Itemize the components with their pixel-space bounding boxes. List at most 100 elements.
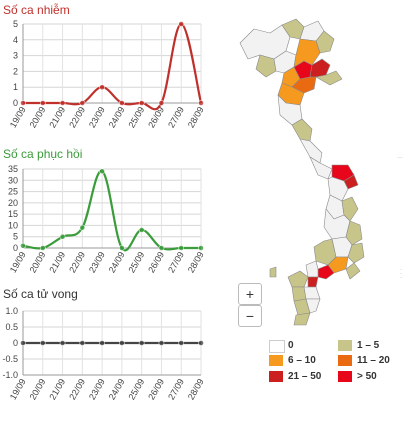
y-tick-label: 1 <box>13 82 18 92</box>
map-region-south-6[interactable] <box>307 276 319 288</box>
map-region-south-8[interactable] <box>303 286 321 300</box>
data-point[interactable] <box>138 100 145 106</box>
map-region-south-4[interactable] <box>305 260 319 278</box>
data-point[interactable] <box>158 340 165 346</box>
y-tick-label: -1.0 <box>2 370 18 380</box>
y-tick-label: 0 <box>13 98 18 108</box>
y-tick-label: 20 <box>8 198 18 208</box>
x-tick-label: 19/09 <box>8 105 28 130</box>
data-point[interactable] <box>99 84 106 91</box>
x-tick-label: 28/09 <box>186 250 206 275</box>
x-tick-label: 27/09 <box>166 377 186 402</box>
x-tick-label: 24/09 <box>107 377 127 402</box>
x-tick-label: 24/09 <box>107 105 127 130</box>
map-region-central-3[interactable] <box>299 138 323 164</box>
data-point[interactable] <box>178 21 185 27</box>
map-region-south-3[interactable] <box>345 262 361 280</box>
map-region-highland-4[interactable] <box>345 220 363 246</box>
y-tick-label: 30 <box>8 175 18 185</box>
x-tick-label: 28/09 <box>186 105 206 130</box>
map-region-north-4[interactable] <box>255 54 277 78</box>
data-point[interactable] <box>118 245 125 251</box>
map-region-camau[interactable] <box>293 312 311 326</box>
data-point[interactable] <box>59 233 66 240</box>
map-region-central-4[interactable] <box>309 156 333 180</box>
y-tick-label: 15 <box>8 209 18 219</box>
data-point[interactable] <box>39 340 46 346</box>
data-point[interactable] <box>118 340 125 346</box>
y-tick-label: 1.0 <box>5 306 18 316</box>
data-point[interactable] <box>178 245 185 251</box>
data-point[interactable] <box>79 100 86 106</box>
data-point[interactable] <box>118 100 125 106</box>
map-region-highland-6[interactable] <box>347 242 365 264</box>
data-point[interactable] <box>79 224 86 231</box>
data-point[interactable] <box>59 340 66 346</box>
x-tick-label: 20/09 <box>28 377 48 402</box>
legend-label-0: 0 <box>288 340 294 351</box>
data-point[interactable] <box>39 100 46 106</box>
map-region-north-7[interactable] <box>293 38 321 68</box>
legend-label-3: 11 – 20 <box>357 355 390 366</box>
data-point[interactable] <box>39 245 46 251</box>
y-tick-label: 2 <box>13 66 18 76</box>
x-tick-label: 24/09 <box>107 250 127 275</box>
x-tick-label: 23/09 <box>87 250 107 275</box>
legend-swatch-3 <box>338 355 352 366</box>
map-edge-marker-top: ··· <box>397 155 403 161</box>
legend-swatch-0 <box>269 340 285 353</box>
y-tick-label: 5 <box>13 19 18 29</box>
data-point[interactable] <box>79 340 86 346</box>
map-region-central-2[interactable] <box>291 118 313 142</box>
data-point[interactable] <box>158 100 165 106</box>
x-tick-label: 21/09 <box>47 250 67 275</box>
x-tick-label: 25/09 <box>126 105 146 130</box>
data-point[interactable] <box>138 227 145 233</box>
y-tick-label: 0.5 <box>5 322 18 332</box>
data-point[interactable] <box>178 340 185 346</box>
legend-label-4: 21 – 50 <box>288 371 322 382</box>
legend-swatch-4 <box>269 371 283 382</box>
x-tick-label: 25/09 <box>126 377 146 402</box>
data-point[interactable] <box>20 242 26 249</box>
x-tick-label: 25/09 <box>126 250 146 275</box>
x-tick-label: 19/09 <box>8 250 28 275</box>
map-region-south-5[interactable] <box>287 270 309 288</box>
map-region-south-7[interactable] <box>291 286 307 302</box>
map-region-highland-2[interactable] <box>341 196 359 222</box>
x-tick-label: 19/09 <box>8 377 28 402</box>
legend-swatch-5 <box>338 371 352 382</box>
data-point[interactable] <box>198 340 204 346</box>
data-point[interactable] <box>198 100 204 106</box>
data-point[interactable] <box>198 245 204 251</box>
zoom-in-button[interactable]: + <box>238 283 262 305</box>
map-region-phuquoc[interactable] <box>269 266 277 278</box>
y-tick-label: 10 <box>8 220 18 230</box>
map-region-north-west[interactable] <box>239 24 291 60</box>
y-tick-label: 3 <box>13 51 18 61</box>
x-tick-label: 20/09 <box>28 250 48 275</box>
data-point[interactable] <box>99 168 106 175</box>
data-point[interactable] <box>59 100 66 106</box>
y-tick-label: 4 <box>13 35 18 45</box>
data-point[interactable] <box>99 340 106 346</box>
deaths-line-chart: -1.0 -0.5 0 0.5 1.0 19/09 20/09 21/09 22/09 23/09… <box>2 306 205 402</box>
x-tick-label: 22/09 <box>67 377 87 402</box>
y-tick-label: -0.5 <box>2 354 18 364</box>
map-region-north-10[interactable] <box>315 70 343 86</box>
zoom-out-button[interactable]: − <box>238 305 262 327</box>
vietnam-province-map[interactable] <box>230 15 410 327</box>
y-tick-label: 25 <box>8 187 18 197</box>
y-tick-label: 0 <box>13 243 18 253</box>
x-tick-label: 22/09 <box>67 250 87 275</box>
map-edge-marker-bottom: · · · <box>400 267 402 281</box>
map-region-south-10[interactable] <box>305 298 321 314</box>
data-point[interactable] <box>138 340 145 346</box>
x-tick-label: 22/09 <box>67 105 87 130</box>
x-tick-label: 21/09 <box>47 105 67 130</box>
data-point[interactable] <box>158 245 165 251</box>
legend-swatch-2 <box>269 355 283 366</box>
data-point[interactable] <box>20 100 26 106</box>
data-point[interactable] <box>20 340 26 346</box>
